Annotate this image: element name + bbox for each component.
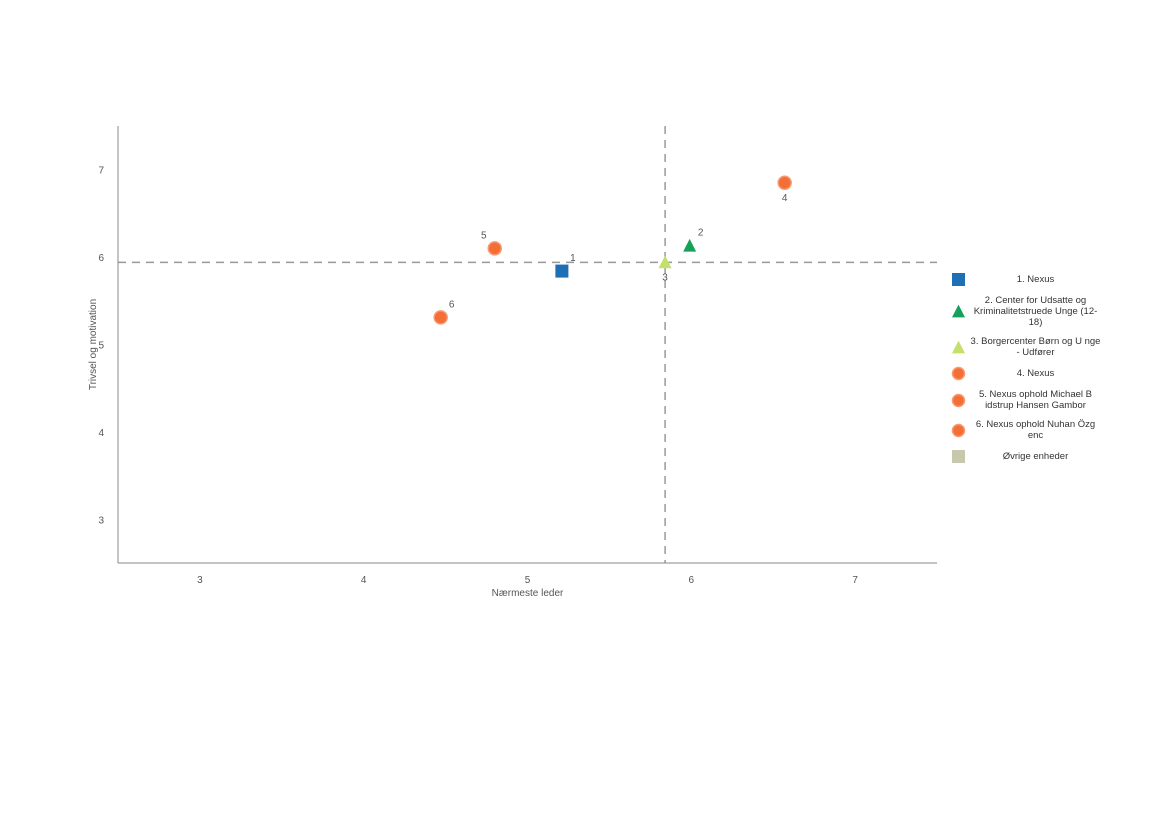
legend-item: 2. Center for Udsatte og Kriminalitetstr… (951, 295, 1101, 328)
y-tick-label: 5 (98, 341, 104, 352)
data-point-4 (777, 175, 792, 191)
legend-label: 5. Nexus ophold Michael B idstrup Hansen… (978, 389, 1092, 411)
legend-label: 3. Borgercenter Børn og U nge - Udfører (970, 336, 1101, 358)
point-label-1: 1 (570, 253, 576, 264)
legend-swatch (952, 273, 965, 286)
y-tick-labels: 3 4 5 6 7 (98, 166, 104, 527)
y-tick-label: 3 (98, 515, 104, 526)
legend-marker-circle-icon (951, 423, 966, 437)
reference-lines (118, 126, 937, 563)
y-tick-label: 7 (98, 166, 104, 177)
point-label-6: 6 (449, 299, 455, 310)
legend-marker-square-icon (952, 450, 965, 463)
legend-marker-triangle-icon (952, 304, 965, 318)
point-label-4: 4 (782, 193, 788, 204)
x-tick-label: 5 (525, 575, 531, 586)
point-labels: 1 2 3 4 5 6 (449, 193, 788, 311)
data-point-3 (658, 255, 672, 269)
legend-item: 4. Nexus (951, 366, 1101, 381)
y-tick-label: 4 (98, 428, 104, 439)
legend-swatch (951, 366, 966, 381)
legend-item: 3. Borgercenter Børn og U nge - Udfører (951, 336, 1101, 358)
x-tick-label: 7 (852, 575, 858, 586)
data-point-2 (683, 238, 697, 252)
data-point-6 (433, 310, 448, 325)
legend-swatch (952, 340, 965, 353)
legend-item: Øvrige enheder (951, 449, 1101, 464)
legend-label: 1. Nexus (1016, 274, 1055, 285)
legend-label: Øvrige enheder (1002, 451, 1069, 462)
x-tick-label: 6 (689, 575, 695, 586)
x-tick-labels: 3 4 5 6 7 (197, 575, 858, 586)
legend-swatch (952, 304, 965, 318)
point-label-5: 5 (481, 230, 487, 241)
legend-swatch (951, 393, 966, 407)
legend-label: 4. Nexus (1016, 368, 1055, 379)
legend-item: 1. Nexus (951, 272, 1101, 287)
x-tick-label: 4 (361, 575, 367, 586)
legend-marker-circle-icon (951, 393, 966, 407)
legend-marker-square-icon (952, 273, 965, 286)
point-label-3: 3 (662, 272, 668, 283)
data-points (433, 175, 792, 325)
data-point-1 (555, 264, 569, 278)
y-axis-title: Trivsel og motivation (88, 299, 99, 390)
legend-swatch (952, 450, 965, 463)
y-tick-label: 6 (98, 253, 104, 264)
chart-legend: 1. Nexus 2. Center for Udsatte og Krimina… (951, 272, 1101, 472)
data-point-5 (487, 241, 502, 256)
x-tick-label: 3 (197, 575, 203, 586)
legend-label: 2. Center for Udsatte og Kriminalitetstr… (973, 295, 1098, 328)
legend-item: 6. Nexus ophold Nuhan Özg enc (951, 419, 1101, 441)
x-axis-title: Nærmeste leder (492, 588, 564, 599)
legend-marker-circle-icon (951, 366, 966, 381)
legend-marker-triangle-icon (952, 340, 965, 353)
legend-label: 6. Nexus ophold Nuhan Özg enc (975, 419, 1096, 441)
point-label-2: 2 (698, 228, 704, 239)
legend-swatch (951, 423, 966, 437)
legend-item: 5. Nexus ophold Michael B idstrup Hansen… (951, 389, 1101, 411)
